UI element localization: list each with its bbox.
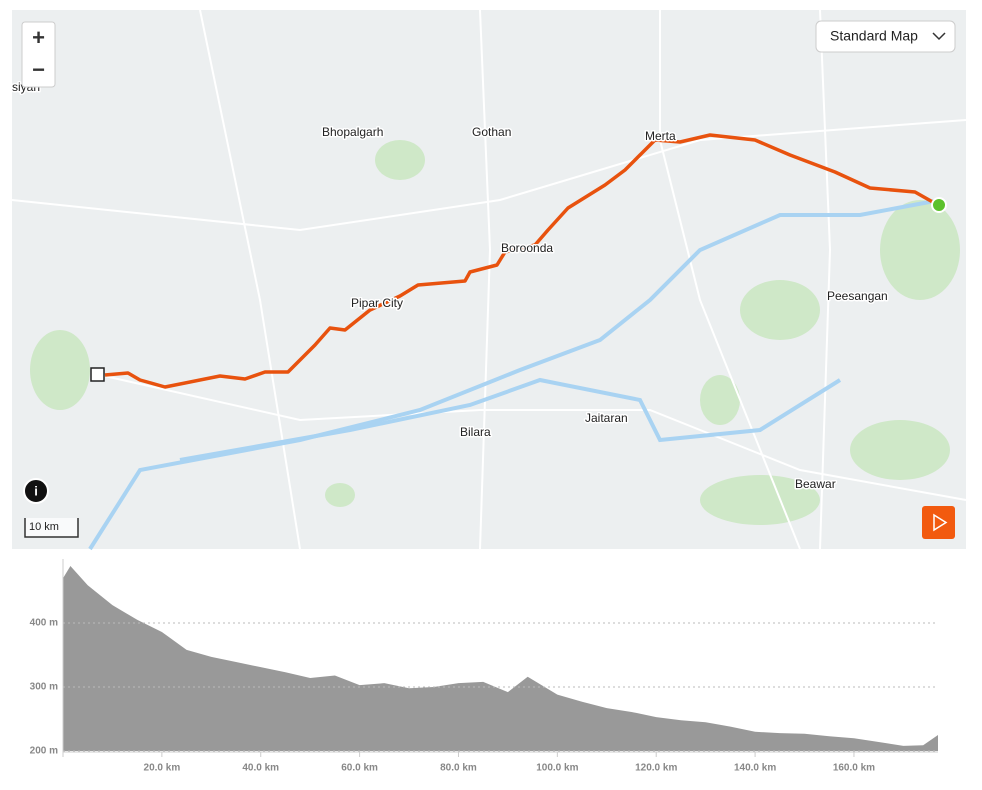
- zoom-controls: [21, 21, 56, 88]
- place-label: Gothan: [472, 125, 511, 139]
- x-tick-label: 120.0 km: [635, 763, 677, 774]
- place-label: Merta: [645, 129, 676, 143]
- place-label: Bhopalgarh: [322, 125, 383, 139]
- route: [104, 133, 939, 389]
- zoom-in[interactable]: +: [32, 25, 45, 50]
- x-tick-label: 100.0 km: [536, 763, 578, 774]
- place-label: Peesangan: [827, 289, 888, 303]
- place-label: Beawar: [795, 477, 836, 491]
- map[interactable]: siyanBhopalgarhGothanMertaBoroondaPipar …: [11, 9, 967, 551]
- play-icon: [933, 513, 948, 532]
- y-tick-label: 400 m: [30, 618, 58, 629]
- rivers: [88, 198, 941, 551]
- x-tick-label: 20.0 km: [144, 763, 181, 774]
- map-style-label: Standard Map: [830, 28, 918, 44]
- x-tick-label: 60.0 km: [341, 763, 378, 774]
- play-button[interactable]: [922, 506, 955, 539]
- dropdown-arrow: [932, 32, 946, 41]
- zoom-out[interactable]: −: [32, 57, 45, 82]
- start-marker: [931, 197, 947, 213]
- place-label: Pipar City: [351, 296, 403, 310]
- y-tick-label: 200 m: [30, 746, 58, 757]
- scale-bar: [24, 518, 79, 538]
- terrain: [30, 140, 960, 525]
- elevation-chart: 200 m 300 m 400 m 20.0 km 40.0 km 60.0 km 80.0…: [30, 559, 938, 774]
- x-tick-label: 80.0 km: [440, 763, 477, 774]
- place-label: Bilara: [460, 425, 491, 439]
- map-style-select[interactable]: [815, 20, 956, 53]
- roads: [11, 9, 967, 550]
- place-label: Jaitaran: [585, 411, 628, 425]
- info-icon: i: [34, 483, 38, 498]
- x-tick-label: 140.0 km: [734, 763, 776, 774]
- scale-label: 10 km: [29, 521, 59, 533]
- elevation-area: [63, 566, 938, 751]
- x-tick-label: 40.0 km: [242, 763, 279, 774]
- x-tick-label: 160.0 km: [833, 763, 875, 774]
- place-label: Boroonda: [501, 241, 553, 255]
- finish-marker: [90, 367, 105, 382]
- info-button[interactable]: [23, 478, 49, 504]
- y-tick-label: 300 m: [30, 682, 58, 693]
